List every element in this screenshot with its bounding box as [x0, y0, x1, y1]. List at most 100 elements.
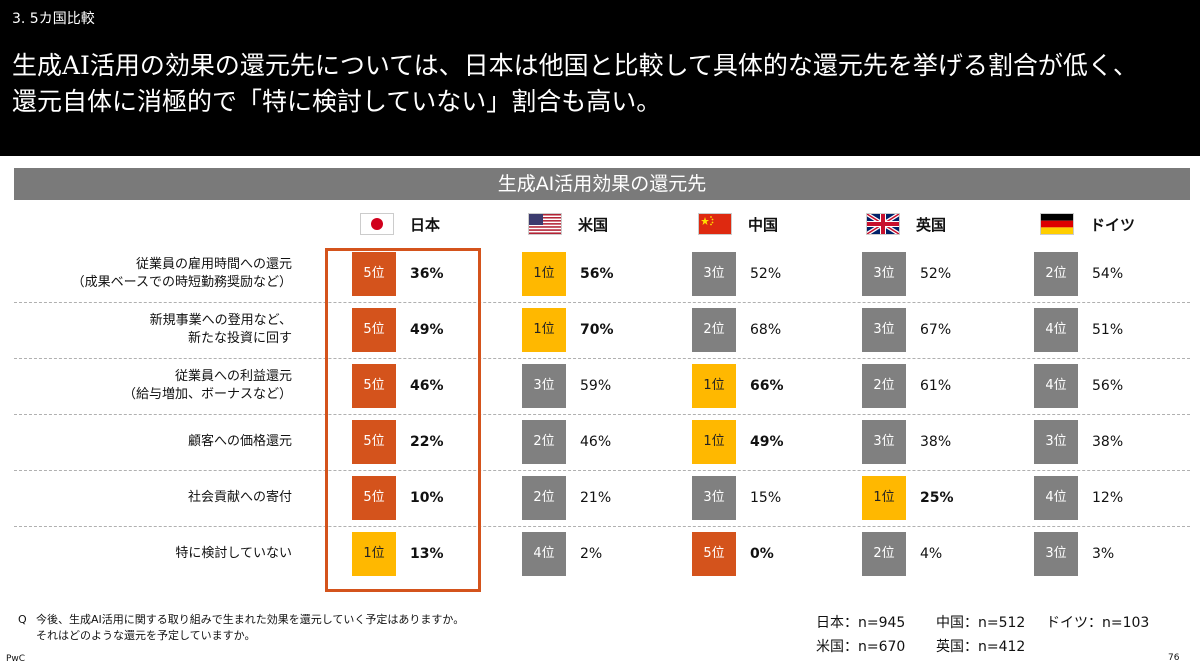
- percent-value: 68%: [750, 322, 782, 338]
- percent-value: 67%: [920, 322, 952, 338]
- percent-value: 70%: [580, 322, 614, 338]
- rank-badge: 5位: [352, 420, 396, 464]
- rank-badge: 3位: [1034, 532, 1078, 576]
- rank-badge: 1位: [862, 476, 906, 520]
- percent-value: 13%: [410, 546, 444, 562]
- percent-value: 10%: [410, 490, 444, 506]
- japan-highlight-box: [325, 248, 481, 592]
- percent-value: 36%: [410, 266, 444, 282]
- headline-line-1: 生成AI活用の効果の還元先については、日本は他国と比較して具体的な還元先を挙げる…: [12, 51, 1138, 80]
- question-line-2: それはどのような還元を予定していますか。: [36, 629, 256, 642]
- row-label: 特に検討していない: [20, 545, 292, 563]
- percent-value: 2%: [580, 546, 603, 562]
- percent-value: 38%: [920, 434, 952, 450]
- rank-badge: 1位: [352, 532, 396, 576]
- percent-value: 66%: [750, 378, 784, 394]
- percent-value: 52%: [750, 266, 782, 282]
- percent-value: 38%: [1092, 434, 1124, 450]
- rank-badge: 3位: [522, 364, 566, 408]
- row-label: 顧客への価格還元: [20, 433, 292, 451]
- sample-size-usa: 米国：n=670: [816, 639, 906, 655]
- japan-flag-icon: [360, 213, 394, 235]
- section-label: 3. 5カ国比較: [12, 11, 95, 27]
- country-header: 英国: [866, 210, 946, 238]
- row-label-line: 新たな投資に回す: [187, 331, 292, 346]
- row-divider: [14, 302, 1190, 303]
- header-bar: 3. 5カ国比較 生成AI活用の効果の還元先については、日本は他国と比較して具体…: [0, 0, 1200, 156]
- rank-badge: 5位: [692, 532, 736, 576]
- page-number: 76: [1168, 653, 1180, 663]
- row-label-line: （成果ベースでの時短勤務奨励など）: [71, 275, 292, 290]
- percent-value: 3%: [1092, 546, 1115, 562]
- headline: 生成AI活用の効果の還元先については、日本は他国と比較して具体的な還元先を挙げる…: [12, 48, 1182, 120]
- sample-size-uk: 英国：n=412: [936, 639, 1026, 655]
- rank-badge: 5位: [352, 476, 396, 520]
- percent-value: 46%: [580, 434, 612, 450]
- percent-value: 46%: [410, 378, 444, 394]
- row-label-line: （給与増加、ボーナスなど）: [122, 387, 292, 402]
- rank-badge: 3位: [1034, 420, 1078, 464]
- percent-value: 51%: [1092, 322, 1124, 338]
- row-label: 社会貢献への寄付: [20, 489, 292, 507]
- rank-badge: 3位: [862, 252, 906, 296]
- row-divider: [14, 414, 1190, 415]
- country-name: 米国: [578, 215, 609, 234]
- rank-badge: 5位: [352, 252, 396, 296]
- rank-badge: 1位: [692, 364, 736, 408]
- country-name: 中国: [748, 215, 779, 234]
- question-line-1: 今後、生成AI活用に関する取り組みで生まれた効果を還元していく予定はありますか。: [36, 613, 465, 626]
- percent-value: 54%: [1092, 266, 1124, 282]
- country-header: 中国: [698, 210, 778, 238]
- row-divider: [14, 358, 1190, 359]
- row-label: 従業員の雇用時間への還元 （成果ベースでの時短勤務奨励など）: [20, 256, 292, 292]
- percent-value: 56%: [580, 266, 614, 282]
- row-label-line: 従業員への利益還元: [174, 369, 292, 384]
- percent-value: 49%: [410, 322, 444, 338]
- question-mark: Q: [18, 613, 27, 626]
- rank-badge: 1位: [692, 420, 736, 464]
- row-label-line: 従業員の雇用時間への還元: [135, 257, 292, 272]
- headline-line-2: 還元自体に消極的で「特に検討していない」割合も高い。: [12, 87, 662, 116]
- rank-badge: 1位: [522, 308, 566, 352]
- brand-logo-text: PwC: [6, 654, 26, 664]
- row-label-line: 新規事業への登用など、: [149, 313, 292, 328]
- percent-value: 12%: [1092, 490, 1124, 506]
- percent-value: 59%: [580, 378, 612, 394]
- percent-value: 4%: [920, 546, 943, 562]
- row-divider: [14, 526, 1190, 527]
- china-flag-icon: [698, 213, 732, 235]
- percent-value: 22%: [410, 434, 444, 450]
- rank-badge: 3位: [862, 308, 906, 352]
- row-label: 従業員への利益還元 （給与増加、ボーナスなど）: [20, 368, 292, 404]
- survey-question: Q 今後、生成AI活用に関する取り組みで生まれた効果を還元していく予定はあります…: [18, 612, 465, 644]
- percent-value: 56%: [1092, 378, 1124, 394]
- sample-size-japan: 日本：n=945: [816, 615, 906, 631]
- percent-value: 52%: [920, 266, 952, 282]
- percent-value: 49%: [750, 434, 784, 450]
- chart-title: 生成AI活用効果の還元先: [14, 168, 1190, 200]
- rank-badge: 4位: [1034, 476, 1078, 520]
- sample-size-china: 中国：n=512: [936, 615, 1026, 631]
- rank-badge: 2位: [522, 420, 566, 464]
- percent-value: 61%: [920, 378, 952, 394]
- percent-value: 0%: [750, 546, 774, 562]
- country-header: ドイツ: [1040, 210, 1135, 238]
- rank-badge: 2位: [692, 308, 736, 352]
- rank-badge: 4位: [522, 532, 566, 576]
- rank-badge: 4位: [1034, 308, 1078, 352]
- row-label-line: 顧客への価格還元: [187, 434, 292, 449]
- row-label: 新規事業への登用など、新たな投資に回す: [20, 312, 292, 348]
- uk-flag-icon: [866, 213, 900, 235]
- percent-value: 15%: [750, 490, 782, 506]
- germany-flag-icon: [1040, 213, 1074, 235]
- rank-badge: 5位: [352, 364, 396, 408]
- percent-value: 25%: [920, 490, 954, 506]
- rank-badge: 3位: [692, 252, 736, 296]
- country-name: 英国: [916, 215, 947, 234]
- country-header: 日本: [360, 210, 440, 238]
- row-label-line: 社会貢献への寄付: [187, 490, 292, 505]
- row-divider: [14, 470, 1190, 471]
- country-header: 米国: [528, 210, 608, 238]
- sample-size-germany: ドイツ：n=103: [1046, 615, 1150, 631]
- rank-badge: 3位: [862, 420, 906, 464]
